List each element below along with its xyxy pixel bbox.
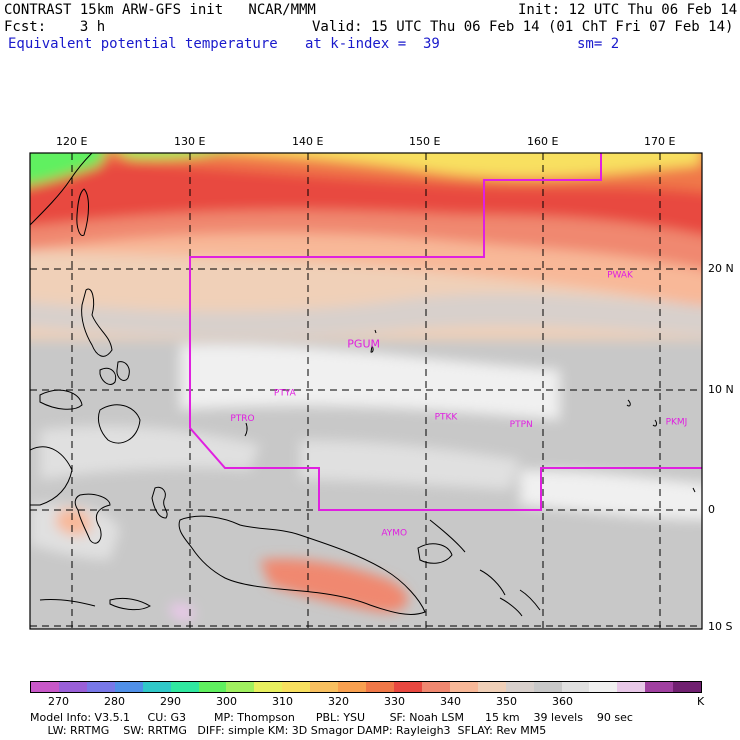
colorbar-tick-label: 290 <box>160 695 181 708</box>
station-pgum: PGUM <box>347 337 380 350</box>
coastlines <box>30 153 696 617</box>
lat-label-10s: 10 S <box>708 620 733 633</box>
colorbar-swatch <box>282 682 311 692</box>
colorbar-swatch <box>58 682 87 692</box>
colorbar-swatch <box>198 682 227 692</box>
colorbar-tick-label: 270 <box>48 695 69 708</box>
forecast-hour: Fcst: 3 h <box>4 19 106 35</box>
colorbar-swatch <box>505 682 534 692</box>
colorbar-swatch <box>533 682 562 692</box>
colorbar-swatch <box>226 682 255 692</box>
colorbar-swatch <box>254 682 283 692</box>
colorbar-tick-label: 280 <box>104 695 125 708</box>
colorbar-swatch <box>477 682 506 692</box>
colorbar-tick-label: 310 <box>272 695 293 708</box>
lat-label-equator: 0 <box>708 503 715 516</box>
colorbar <box>30 681 702 693</box>
colorbar-swatch <box>449 682 478 692</box>
colorbar-swatch <box>114 682 143 692</box>
station-ptkk: PTKK <box>435 413 459 423</box>
smoothing-label: sm= 2 <box>577 36 620 52</box>
colorbar-tick-label: 320 <box>328 695 349 708</box>
colorbar-swatch <box>142 682 171 692</box>
lon-label-140e: 140 E <box>292 135 324 148</box>
colorbar-unit: K <box>697 695 705 708</box>
colorbar-swatch <box>170 682 199 692</box>
colorbar-tick-label: 300 <box>216 695 237 708</box>
colorbar-swatch <box>310 682 339 692</box>
model-info-line-1: Model Info: V3.5.1 CU: G3 MP: Thompson P… <box>30 711 633 724</box>
station-pkmj: PKMJ <box>666 417 688 427</box>
map-frame <box>29 152 703 630</box>
forecast-domain-boundary <box>189 153 702 511</box>
colorbar-swatch <box>366 682 394 692</box>
colorbar-swatch <box>393 682 422 692</box>
colorbar-swatch <box>561 682 590 692</box>
colorbar-swatch <box>589 682 618 692</box>
colorbar-tick-label: 340 <box>440 695 461 708</box>
colorbar-swatch <box>31 682 59 692</box>
model-title: CONTRAST 15km ARW-GFS init NCAR/MMM <box>4 2 316 18</box>
lon-label-150e: 150 E <box>409 135 441 148</box>
colorbar-swatch <box>338 682 367 692</box>
colorbar-swatch <box>421 682 450 692</box>
station-markers: PWAK PGUM PTYA PTRO PTKK PTPN PKMJ AYMO <box>230 270 687 538</box>
init-time: Init: 12 UTC Thu 06 Feb 14 <box>518 2 738 18</box>
colorbar-swatch <box>86 682 115 692</box>
station-pwak: PWAK <box>607 270 634 280</box>
lat-label-20n: 20 N <box>708 262 734 275</box>
colorbar-tick-label: 360 <box>552 695 573 708</box>
lon-label-170e: 170 E <box>644 135 676 148</box>
colorbar-swatch <box>673 682 702 692</box>
colorbar-tick-label: 350 <box>496 695 517 708</box>
colorbar-swatch <box>645 682 674 692</box>
colorbar-tick-label: 330 <box>384 695 405 708</box>
lat-label-10n: 10 N <box>708 383 734 396</box>
station-ptya: PTYA <box>274 389 297 399</box>
valid-time: Valid: 15 UTC Thu 06 Feb 14 (01 ChT Fri … <box>312 19 734 35</box>
lon-label-130e: 130 E <box>174 135 206 148</box>
field-shading <box>30 153 702 629</box>
lon-label-160e: 160 E <box>527 135 559 148</box>
station-ptpn: PTPN <box>510 420 533 430</box>
station-ptro: PTRO <box>230 414 254 424</box>
field-label: Equivalent potential temperature <box>8 36 278 52</box>
model-info-line-2: LW: RRTMG SW: RRTMG DIFF: simple KM: 3D … <box>30 724 547 737</box>
k-index-label: at k-index = 39 <box>305 36 440 52</box>
colorbar-swatch <box>617 682 646 692</box>
lon-label-120e: 120 E <box>56 135 88 148</box>
station-aymo: AYMO <box>381 528 407 538</box>
